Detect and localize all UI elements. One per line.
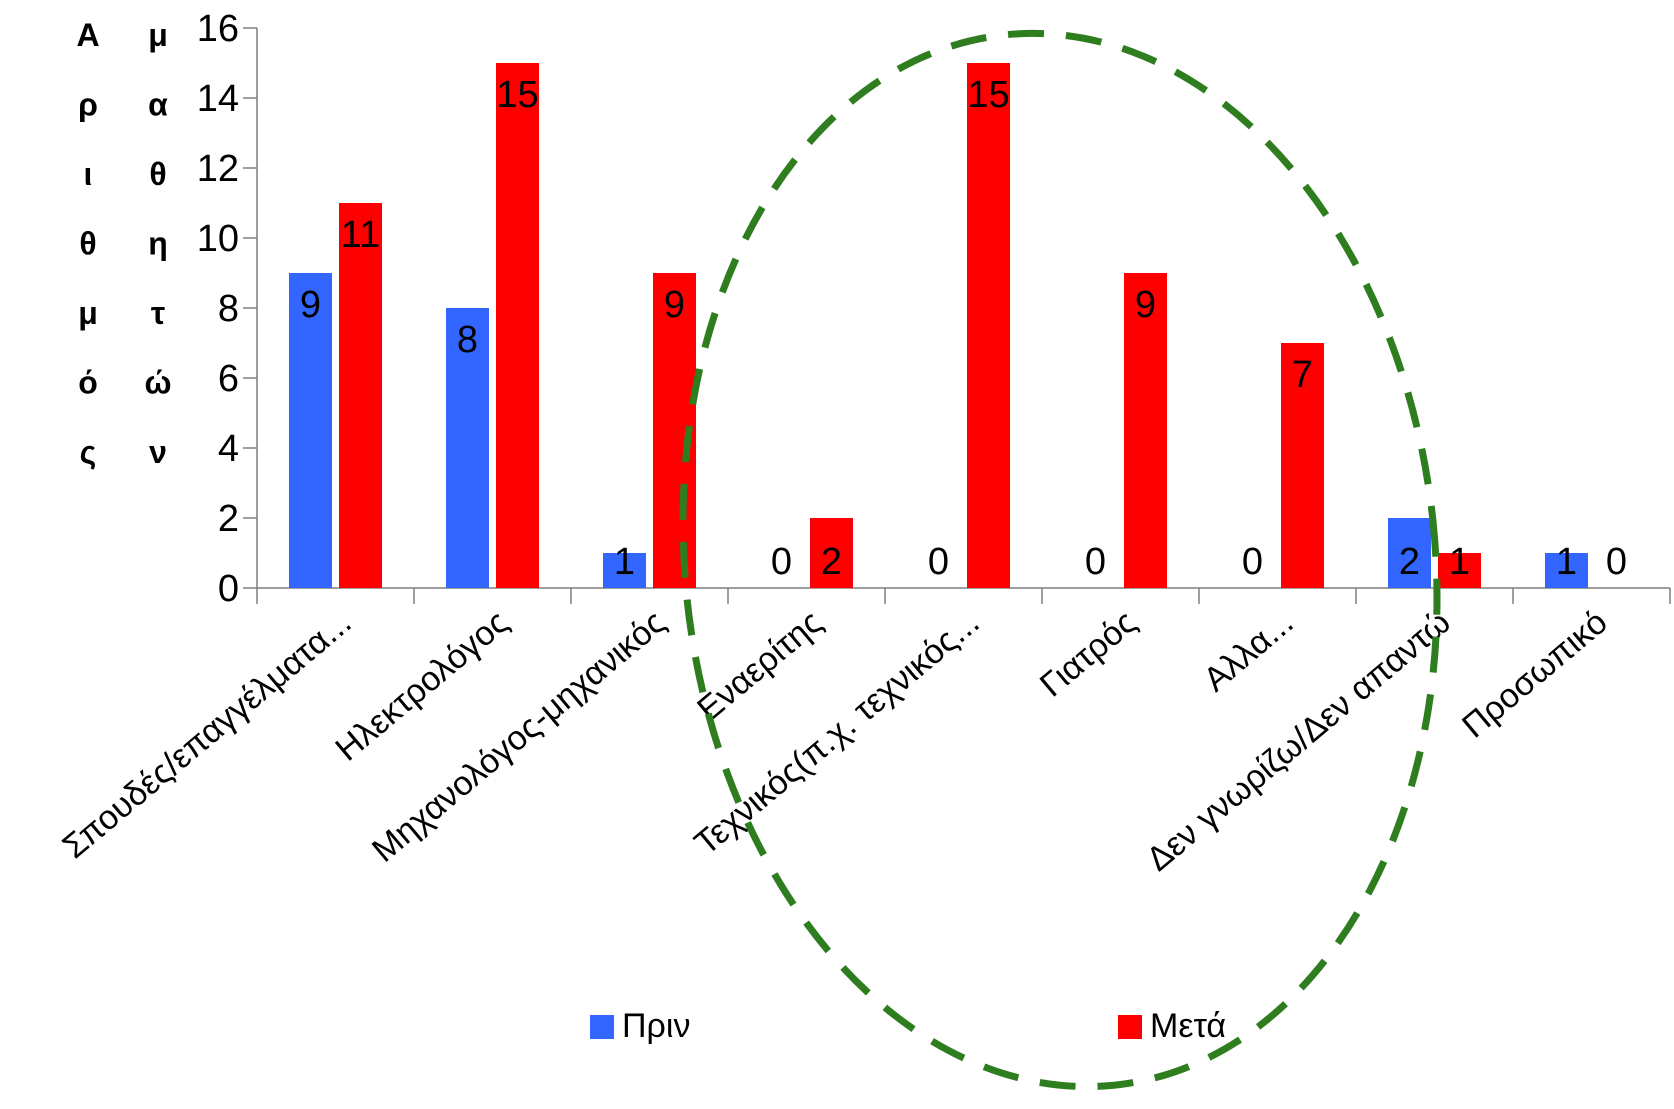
y-tick-label: 14 <box>197 78 239 120</box>
y-tick-label: 12 <box>197 148 239 190</box>
data-label: 11 <box>341 214 380 256</box>
data-label: 1 <box>1556 541 1577 583</box>
y-axis-label-letter: τ <box>151 295 165 331</box>
dashed-ellipse-annotation <box>679 29 1441 1091</box>
y-axis-label-letter: η <box>148 226 168 262</box>
y-tick-label: 16 <box>197 8 239 50</box>
bar-after <box>1281 343 1324 588</box>
bar-before <box>446 308 489 588</box>
bar-after <box>967 63 1010 588</box>
y-tick-label: 2 <box>218 498 239 540</box>
y-axis-label-letter: ς <box>80 434 97 470</box>
data-label: 2 <box>1399 541 1420 583</box>
annotation <box>679 29 1441 1091</box>
y-axis-label-letter: α <box>148 87 168 123</box>
y-tick-label: 4 <box>218 428 239 470</box>
data-label: 1 <box>1449 541 1470 583</box>
y-axis-label-letter: θ <box>79 226 96 262</box>
data-label: 0 <box>1606 541 1627 583</box>
bar-after <box>339 203 382 588</box>
x-category-label: Εναερίτης <box>690 603 829 729</box>
y-tick-label: 0 <box>218 568 239 610</box>
bar-after <box>496 63 539 588</box>
legend-swatch <box>590 1015 614 1039</box>
y-axis-label-letter: ό <box>78 365 98 401</box>
data-label: 7 <box>1292 354 1313 396</box>
y-tick-label: 10 <box>197 218 239 260</box>
data-label: 9 <box>300 284 321 326</box>
data-label: 0 <box>1085 541 1106 583</box>
y-axis-label-letter: ν <box>149 434 167 470</box>
x-category-label: Αλλα... <box>1196 603 1300 699</box>
legend: Πριν Μετά <box>590 1007 1226 1045</box>
bar-before <box>603 553 646 588</box>
bar-after <box>1438 553 1481 588</box>
data-label: 8 <box>457 319 478 361</box>
y-tick-label: 6 <box>218 358 239 400</box>
x-category-label: Δεν γνωρίζω/Δεν απαντώ <box>1139 603 1457 879</box>
y-axis-label-letter: μ <box>148 17 168 53</box>
y-tick-label: 8 <box>218 288 239 330</box>
x-category-label: Σπουδές/επαγγέλματα... <box>55 603 358 866</box>
y-axis-label-letter: Α <box>76 17 99 53</box>
y-axis-label-letter: ρ <box>78 87 98 123</box>
data-label: 0 <box>1242 541 1263 583</box>
data-label: 2 <box>821 541 842 583</box>
x-category-label: Τεχνικός(π.χ. τεχνικός... <box>687 603 986 863</box>
bar-after <box>810 518 853 588</box>
legend-label: Πριν <box>622 1007 690 1045</box>
data-label: 9 <box>1135 284 1156 326</box>
bars <box>289 63 1588 588</box>
legend-swatch <box>1118 1015 1142 1039</box>
bar-before <box>1545 553 1588 588</box>
x-category-label: Γιατρός <box>1033 603 1144 704</box>
bar-after <box>1124 273 1167 588</box>
category-labels: Σπουδές/επαγγέλματα...ΗλεκτρολόγοςΜηχανο… <box>55 603 1614 879</box>
x-category-label: Μηχανολόγος-μηχανικός <box>365 603 673 870</box>
y-axis-label-letter: ι <box>84 156 93 192</box>
y-axis-label-letter: μ <box>78 295 98 331</box>
y-axis-label-letter: θ <box>149 156 166 192</box>
data-label: 9 <box>664 284 685 326</box>
y-axis-label-letter: ώ <box>144 365 171 401</box>
data-label: 1 <box>614 541 635 583</box>
bar-before <box>1388 518 1431 588</box>
data-label: 15 <box>967 74 1009 116</box>
data-label: 15 <box>496 74 538 116</box>
data-label: 0 <box>928 541 949 583</box>
bar-before <box>289 273 332 588</box>
x-category-label: Προσωπικό <box>1455 603 1615 745</box>
legend-label: Μετά <box>1150 1007 1226 1045</box>
data-label: 0 <box>771 541 792 583</box>
